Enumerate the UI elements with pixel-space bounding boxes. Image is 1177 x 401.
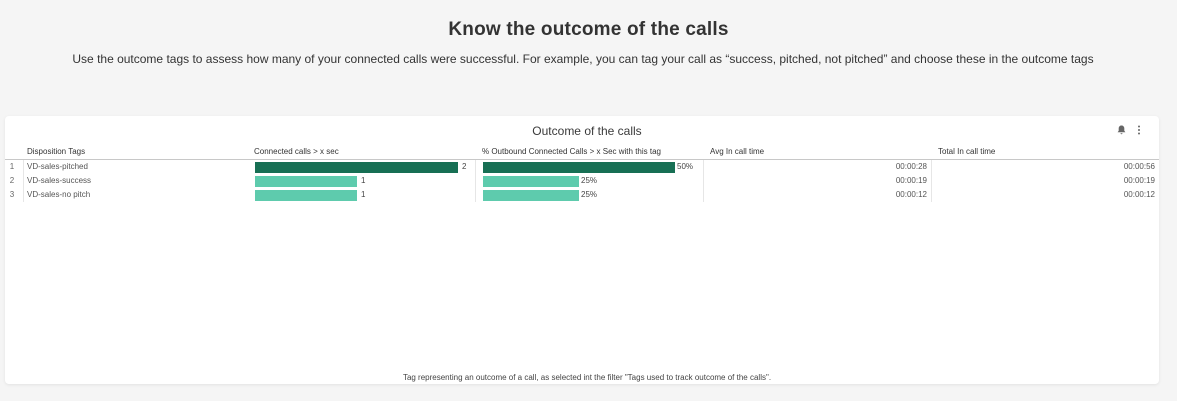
card-footnote: Tag representing an outcome of a call, a…	[402, 373, 772, 382]
percent-connected-value: 25%	[581, 190, 598, 199]
page-title: Know the outcome of the calls	[448, 19, 729, 40]
column-header-total-time[interactable]: Total In call time	[938, 147, 996, 156]
outcome-card: Outcome of the calls Disposition Tags Co…	[5, 116, 1159, 384]
table-header: Disposition Tags Connected calls > x sec…	[5, 144, 1159, 160]
column-header-percent[interactable]: % Outbound Connected Calls > x Sec with …	[482, 147, 661, 156]
percent-connected-value: 25%	[581, 176, 598, 185]
avg-call-time: 00:00:12	[895, 190, 927, 199]
row-number: 2	[9, 176, 15, 185]
row-number: 3	[9, 190, 15, 199]
connected-calls-bar[interactable]	[255, 162, 458, 173]
percent-connected-bar[interactable]	[483, 176, 579, 187]
total-call-time: 00:00:56	[1123, 162, 1155, 171]
row-number: 1	[9, 162, 15, 171]
column-header-connected[interactable]: Connected calls > x sec	[254, 147, 339, 156]
page-subtitle: Use the outcome tags to assess how many …	[72, 52, 1094, 66]
avg-call-time: 00:00:28	[895, 162, 927, 171]
more-vertical-icon[interactable]	[1133, 124, 1145, 136]
connected-calls-value: 1	[361, 190, 366, 199]
disposition-tag: VD-sales-pitched	[27, 162, 88, 171]
column-header-tag[interactable]: Disposition Tags	[27, 147, 86, 156]
table-body: 1 VD-sales-pitched 2 50% 00:00:28 00:00:56 2 VD…	[5, 160, 1159, 202]
total-call-time: 00:00:19	[1123, 176, 1155, 185]
card-actions	[1115, 124, 1145, 136]
connected-calls-value: 1	[361, 176, 366, 185]
connected-calls-value: 2	[462, 162, 467, 171]
card-title: Outcome of the calls	[532, 124, 642, 138]
outcome-table: Disposition Tags Connected calls > x sec…	[5, 144, 1159, 202]
percent-connected-value: 50%	[677, 162, 694, 171]
table-row[interactable]: 1 VD-sales-pitched 2 50% 00:00:28 00:00:56	[5, 160, 1159, 174]
percent-connected-bar[interactable]	[483, 190, 579, 201]
percent-connected-bar[interactable]	[483, 162, 675, 173]
disposition-tag: VD-sales-no pitch	[27, 190, 91, 199]
disposition-tag: VD-sales-success	[27, 176, 92, 185]
total-call-time: 00:00:12	[1123, 190, 1155, 199]
column-header-avg-time[interactable]: Avg In call time	[710, 147, 765, 156]
table-row[interactable]: 3 VD-sales-no pitch 1 25% 00:00:12 00:00:12	[5, 188, 1159, 202]
avg-call-time: 00:00:19	[895, 176, 927, 185]
table-row[interactable]: 2 VD-sales-success 1 25% 00:00:19 00:00:19	[5, 174, 1159, 188]
connected-calls-bar[interactable]	[255, 176, 357, 187]
bell-icon[interactable]	[1115, 124, 1127, 136]
connected-calls-bar[interactable]	[255, 190, 357, 201]
